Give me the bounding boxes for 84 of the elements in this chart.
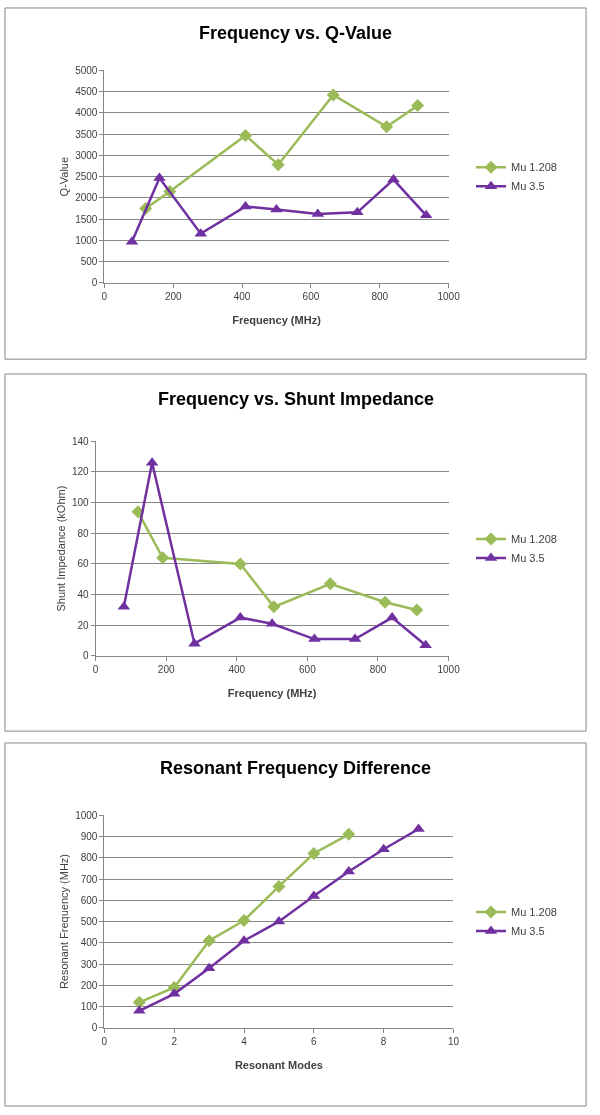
x-tick-label: 10: [447, 1035, 460, 1047]
point: [233, 557, 247, 571]
x-tick-label: 200: [164, 290, 183, 302]
point: [380, 120, 394, 134]
y-tick-label: 4000: [75, 107, 98, 119]
chart-title: Frequency vs. Shunt Impedance: [158, 389, 435, 409]
legend-label: Mu 3.5: [511, 925, 545, 938]
point: [272, 879, 286, 893]
y-tick-label: 800: [80, 852, 98, 864]
x-tick-label: 2: [171, 1035, 178, 1047]
y-tick-label: 1500: [75, 213, 98, 225]
x-tick-label: 800: [369, 663, 387, 675]
point: [378, 595, 392, 609]
y-tick-label: 500: [80, 256, 98, 268]
y-tick-label: 1000: [75, 234, 98, 246]
x-tick-label: 1000: [437, 663, 461, 675]
y-tick-label: 1000: [75, 809, 98, 821]
x-tick-label: 8: [380, 1035, 387, 1047]
legend-label: Mu 3.5: [511, 180, 545, 193]
x-tick-label: 6: [311, 1035, 318, 1047]
point: [323, 577, 337, 591]
point: [351, 206, 364, 216]
y-tick-label: 120: [71, 466, 90, 478]
x-tick-label: 400: [228, 663, 246, 675]
x-tick-label: 0: [101, 1035, 108, 1047]
y-tick-label: 400: [80, 937, 98, 949]
x-tick-label: 200: [157, 663, 175, 675]
legend-label: Mu 1.208: [511, 906, 557, 919]
y-tick-label: 600: [80, 894, 98, 906]
y-tick-label: 100: [71, 497, 90, 509]
point: [342, 827, 356, 841]
y-axis-title: Q-Value: [57, 156, 70, 197]
point: [267, 600, 281, 614]
y-tick-label: 2500: [75, 171, 98, 183]
y-tick-label: 140: [71, 435, 90, 447]
point: [237, 913, 251, 927]
x-tick-label: 400: [233, 290, 251, 302]
point: [271, 158, 285, 172]
point: [202, 962, 216, 972]
point: [202, 934, 216, 948]
y-tick-label: 4500: [75, 86, 98, 98]
y-axis-title: Resonant Frequency (MHz): [57, 853, 70, 990]
point: [411, 99, 425, 113]
point: [307, 846, 321, 860]
y-tick-label: 0: [91, 277, 98, 289]
x-tick-label: 4: [241, 1035, 248, 1047]
y-tick-label: 500: [80, 916, 98, 928]
x-tick-label: 1000: [437, 290, 461, 302]
legend-label: Mu 1.208: [511, 533, 557, 546]
chart-title: Resonant Frequency Difference: [160, 758, 432, 778]
point: [410, 603, 424, 617]
point: [419, 209, 433, 219]
x-axis-title: Frequency (MHz): [227, 687, 317, 700]
y-tick-label: 700: [80, 873, 98, 885]
y-tick-label: 60: [77, 558, 90, 570]
y-tick-label: 5000: [75, 64, 98, 76]
y-tick-label: 40: [77, 589, 90, 601]
y-tick-label: 100: [80, 1001, 98, 1013]
y-tick-label: 0: [83, 650, 90, 662]
point: [239, 200, 252, 210]
point: [156, 551, 170, 565]
chart-title: Frequency vs. Q-Value: [199, 23, 393, 43]
y-tick-label: 20: [77, 619, 90, 631]
point: [132, 995, 146, 1009]
point: [326, 88, 340, 102]
point: [270, 203, 283, 213]
y-tick-label: 80: [77, 527, 90, 539]
y-axis-title: Shunt Impedance (kOhm): [54, 485, 67, 612]
y-tick-label: 200: [80, 979, 98, 991]
y-tick-label: 300: [80, 958, 98, 970]
y-tick-label: 2000: [75, 192, 98, 204]
y-tick-label: 3500: [75, 128, 98, 140]
y-tick-label: 900: [80, 830, 98, 842]
x-axis-title: Resonant Modes: [234, 1059, 323, 1072]
y-tick-label: 3000: [75, 149, 98, 161]
legend-label: Mu 1.208: [511, 161, 557, 174]
point: [239, 128, 253, 142]
legend-label: Mu 3.5: [511, 552, 545, 565]
x-tick-label: 600: [302, 290, 320, 302]
x-axis-title: Frequency (MHz): [232, 314, 322, 327]
y-tick-label: 0: [91, 1022, 98, 1034]
x-tick-label: 600: [299, 663, 317, 675]
x-tick-label: 0: [101, 290, 108, 302]
x-tick-label: 800: [371, 290, 389, 302]
